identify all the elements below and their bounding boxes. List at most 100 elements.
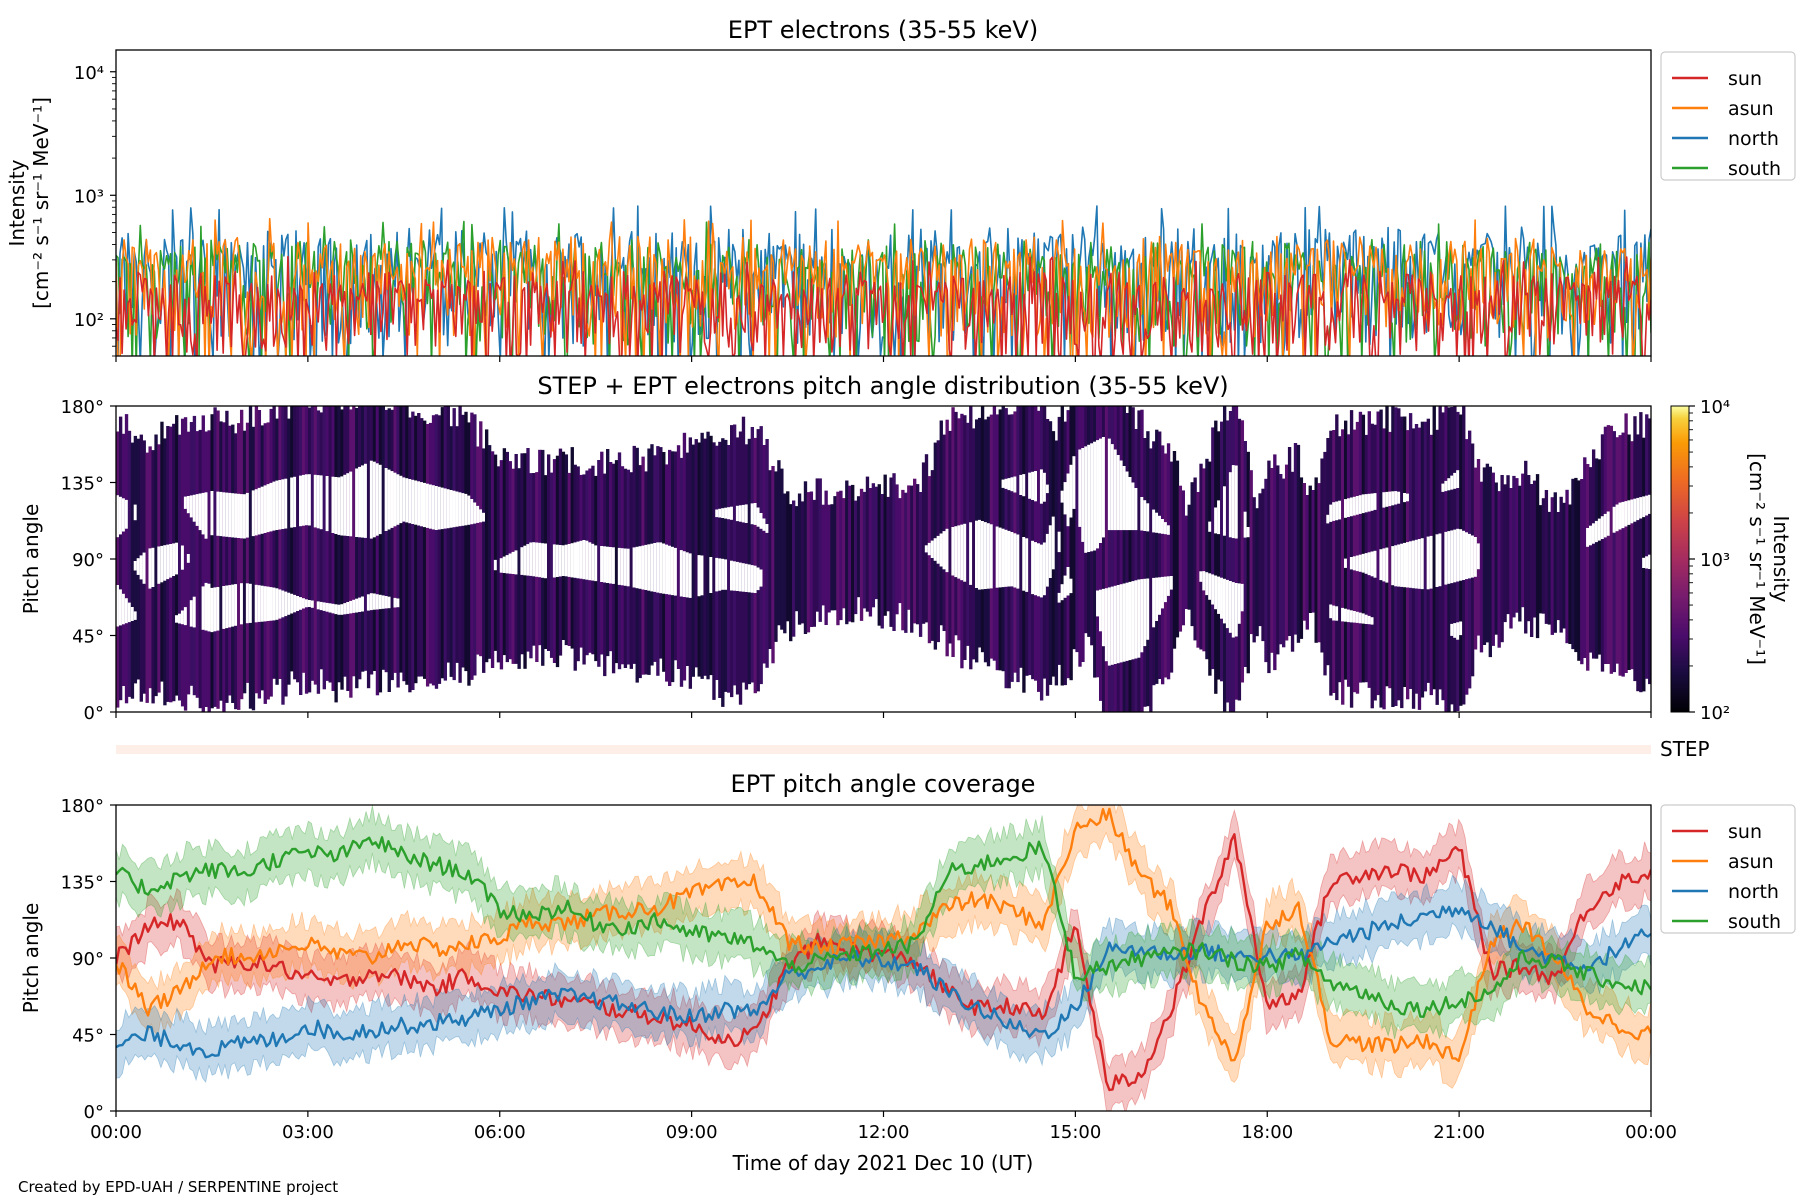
- heatmap-gap: [1606, 511, 1611, 536]
- heatmap-gap: [1231, 465, 1236, 539]
- heatmap-gap: [538, 542, 542, 578]
- heatmap-cell: [237, 423, 241, 710]
- heatmap-cell: [1547, 511, 1552, 625]
- heatmap-gap: [1152, 577, 1156, 628]
- heatmap-gap: [1131, 581, 1135, 660]
- heatmap-gap: [1379, 549, 1383, 581]
- heatmap-cell: [1181, 490, 1185, 626]
- heatmap-gap: [1355, 555, 1360, 572]
- heatmap-gap: [396, 474, 400, 525]
- heatmap-gap: [361, 465, 365, 538]
- heatmap-gap: [721, 558, 725, 590]
- heatmap-gap: [1597, 518, 1602, 541]
- heatmap-gap: [358, 466, 362, 538]
- heatmap-cell: [254, 406, 259, 694]
- heatmap-cell: [231, 424, 235, 703]
- heatmap-gap: [1367, 552, 1371, 576]
- heatmap-gap: [301, 598, 306, 609]
- heatmap-cell: [242, 430, 247, 694]
- heatmap-cell: [310, 406, 315, 681]
- heatmap-cell: [145, 452, 149, 703]
- heatmap-cell: [833, 496, 837, 611]
- y-tick-label: 135°: [61, 873, 104, 894]
- heatmap-cell: [496, 466, 501, 663]
- heatmap-cell: [1131, 407, 1135, 712]
- heatmap-cell: [1125, 413, 1129, 712]
- heatmap-gap: [1447, 478, 1451, 491]
- heatmap-cell: [425, 424, 430, 687]
- heatmap-gap: [1367, 493, 1371, 512]
- heatmap-cell: [269, 408, 273, 697]
- heatmap-gap: [222, 586, 226, 629]
- heatmap-gap: [1388, 491, 1392, 507]
- heatmap-gap: [458, 492, 462, 527]
- heatmap-cell: [437, 415, 442, 684]
- heatmap-gap: [393, 472, 397, 527]
- heatmap-cell: [1276, 465, 1280, 655]
- heatmap-gap: [239, 583, 244, 625]
- heatmap-cell: [1273, 454, 1277, 671]
- heatmap-cell: [1515, 478, 1519, 613]
- heatmap-cell: [1152, 441, 1156, 686]
- heatmap-cell: [372, 406, 377, 671]
- heatmap-gap: [942, 531, 946, 570]
- heatmap-cell: [1332, 430, 1336, 693]
- panel3-x-ticks: 00:00 03:00 06:00 09:00 12:00 15:00 18:00 21:00…: [90, 1111, 1677, 1143]
- heatmap-gap: [1214, 575, 1218, 610]
- heatmap-cell: [1341, 429, 1345, 705]
- heatmap-gap: [747, 564, 752, 593]
- heatmap-gap: [272, 481, 276, 531]
- heatmap-cell: [1214, 420, 1218, 694]
- heatmap-cell: [213, 407, 217, 707]
- heatmap-cell: [1606, 425, 1611, 664]
- heatmap-cell: [390, 409, 394, 681]
- heatmap-gap: [1031, 471, 1035, 500]
- heatmap-gap: [1119, 460, 1123, 531]
- heatmap-cell: [1344, 420, 1348, 680]
- heatmap-cell: [1146, 431, 1150, 707]
- heatmap-gap: [564, 544, 569, 577]
- heatmap-gap: [1039, 469, 1044, 504]
- heatmap-gap: [136, 558, 141, 575]
- heatmap-cell: [549, 472, 554, 658]
- heatmap-gap: [1352, 556, 1357, 571]
- heatmap-cell: [1225, 420, 1230, 703]
- heatmap-gap: [169, 544, 173, 578]
- heatmap-gap: [116, 585, 120, 627]
- heatmap-gap: [402, 477, 406, 522]
- heatmap-gap: [1346, 609, 1351, 623]
- heatmap-cell: [1231, 406, 1236, 712]
- heatmap-cell: [464, 411, 468, 672]
- heatmap-gap: [1063, 482, 1067, 515]
- heatmap-gap: [479, 509, 483, 523]
- heatmap-gap: [1045, 533, 1050, 587]
- heatmap-gap: [523, 545, 527, 576]
- heatmap-gap: [423, 482, 427, 528]
- heatmap-gap: [1016, 534, 1020, 589]
- heatmap-cell: [898, 498, 902, 604]
- heatmap-gap: [390, 471, 394, 528]
- heatmap-cell: [614, 460, 619, 664]
- heatmap-cell: [1320, 458, 1324, 653]
- heatmap-cell: [1222, 406, 1227, 712]
- heatmap-cell: [839, 490, 843, 621]
- heatmap-cell: [1163, 453, 1168, 678]
- heatmap-cell: [1314, 477, 1318, 643]
- heatmap-gap: [207, 583, 211, 632]
- heatmap-gap: [1586, 528, 1590, 547]
- heatmap-gap: [1122, 583, 1126, 662]
- heatmap-cell: [1160, 445, 1165, 685]
- heatmap-cell: [1172, 451, 1177, 649]
- panel1-ylabel-line1: Intensity: [5, 159, 29, 246]
- heatmap-gap: [393, 597, 397, 608]
- heatmap-gap: [372, 461, 377, 538]
- heatmap-gap: [1382, 548, 1386, 582]
- heatmap-gap: [378, 594, 383, 610]
- heatmap-cell: [851, 484, 855, 623]
- heatmap-gap: [1450, 623, 1454, 636]
- heatmap-gap: [1110, 586, 1115, 665]
- heatmap-gap: [213, 587, 217, 632]
- heatmap-cell: [1550, 497, 1554, 635]
- heatmap-cell: [266, 422, 270, 700]
- heatmap-cell: [1069, 406, 1073, 681]
